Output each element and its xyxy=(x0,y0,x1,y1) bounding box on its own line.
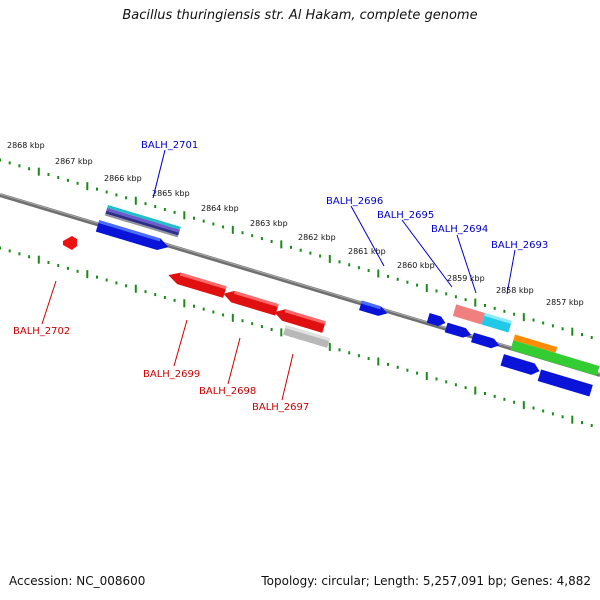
gene-feature xyxy=(470,332,500,349)
kbp-label: 2864 kbp xyxy=(201,204,239,213)
gene-feature xyxy=(481,312,512,333)
gene-feature xyxy=(452,304,485,325)
gene-label[interactable]: BALH_2701 xyxy=(141,140,198,151)
gene-label[interactable]: BALH_2702 xyxy=(13,326,70,337)
reverse-callouts xyxy=(41,280,294,401)
scale-labels: 2868 kbp 2867 kbp 2866 kbp 2865 kbp 2864… xyxy=(7,141,584,307)
upper-tick-track xyxy=(0,158,593,340)
gene-label[interactable]: BALH_2697 xyxy=(252,402,309,413)
gene-feature xyxy=(107,205,181,230)
gene-label[interactable]: BALH_2693 xyxy=(491,240,548,251)
gene-features xyxy=(63,205,600,397)
gene-feature xyxy=(500,354,540,375)
topology-label: Topology: circular; Length: 5,257,091 bp… xyxy=(261,574,591,588)
gene-labels: BALH_2701 BALH_2696 BALH_2695 BALH_2694 … xyxy=(13,140,548,413)
gene-label[interactable]: BALH_2695 xyxy=(377,210,434,221)
accession-label: Accession: NC_008600 xyxy=(9,574,146,588)
kbp-label: 2865 kbp xyxy=(152,189,190,198)
gene-feature xyxy=(274,309,326,333)
gene-label[interactable]: BALH_2699 xyxy=(143,369,200,380)
gene-feature xyxy=(426,313,446,327)
map-title: Bacillus thuringiensis str. Al Hakam, co… xyxy=(122,8,478,23)
kbp-label: 2862 kbp xyxy=(298,233,336,242)
kbp-label: 2863 kbp xyxy=(250,219,288,228)
kbp-label: 2861 kbp xyxy=(348,247,386,256)
kbp-label: 2859 kbp xyxy=(447,274,485,283)
kbp-label: 2858 kbp xyxy=(496,286,534,295)
kbp-label: 2868 kbp xyxy=(7,141,45,150)
kbp-label: 2857 kbp xyxy=(546,298,584,307)
forward-callouts xyxy=(152,149,516,295)
gene-feature xyxy=(537,369,593,397)
gene-feature xyxy=(444,322,472,338)
gene-feature xyxy=(168,272,227,298)
kbp-label: 2867 kbp xyxy=(55,157,93,166)
gene-feature xyxy=(63,236,77,250)
gene-label[interactable]: BALH_2696 xyxy=(326,196,383,207)
gene-label[interactable]: BALH_2698 xyxy=(199,386,256,397)
kbp-label: 2866 kbp xyxy=(104,174,142,183)
gene-feature xyxy=(223,290,279,316)
genome-backbone xyxy=(0,193,600,377)
gene-feature xyxy=(513,334,558,353)
kbp-label: 2860 kbp xyxy=(397,261,435,270)
gene-label[interactable]: BALH_2694 xyxy=(431,224,488,235)
gene-feature xyxy=(510,340,600,376)
